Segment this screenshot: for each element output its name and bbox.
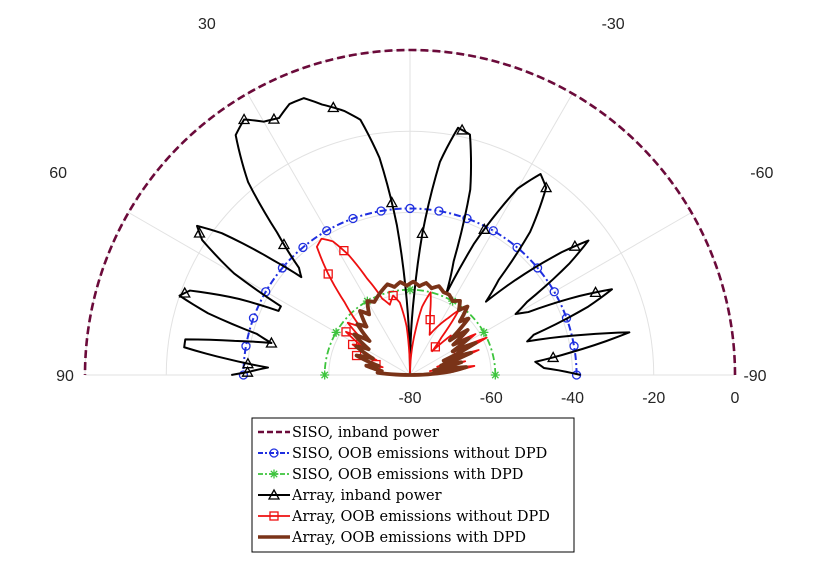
series-marker	[455, 123, 469, 135]
series-marker	[269, 511, 279, 521]
series-marker	[322, 226, 332, 236]
series-marker	[193, 226, 206, 238]
series-marker	[323, 269, 333, 279]
tick-labels: 9060300-30-60-90-80-60-40-200	[49, 16, 773, 407]
series-line	[178, 97, 631, 376]
series-marker	[241, 365, 254, 377]
angle-tick-label: -90	[743, 368, 766, 385]
series-marker	[561, 313, 572, 323]
series-marker	[238, 370, 249, 380]
legend-entry: Array, OOB emissions without DPD	[258, 509, 550, 525]
series-marker	[267, 112, 281, 124]
series-marker	[479, 327, 489, 337]
series-marker	[237, 113, 251, 125]
legend-entry: SISO, inband power	[258, 425, 439, 441]
angle-tick-label: -60	[750, 165, 773, 182]
series-marker	[589, 286, 602, 298]
legend: SISO, inband power SISO, OOB emissions wi…	[251, 417, 575, 553]
series-marker	[488, 226, 498, 236]
series-marker	[341, 327, 351, 337]
series-marker	[277, 238, 291, 250]
series-marker	[269, 469, 279, 479]
series-marker	[478, 222, 491, 234]
legend-box	[251, 417, 575, 553]
series-6	[352, 279, 478, 377]
legend-entry: SISO, OOB emissions without DPD	[258, 446, 547, 462]
series-line	[323, 288, 497, 376]
series-marker	[265, 336, 278, 348]
series-marker	[331, 327, 341, 337]
series-marker	[267, 488, 281, 500]
series-line	[242, 207, 578, 376]
series-marker	[178, 286, 191, 298]
series-marker	[248, 313, 259, 323]
series-marker	[434, 206, 444, 216]
series-2	[238, 203, 582, 380]
series-layer	[83, 48, 737, 380]
series-marker	[269, 448, 279, 458]
series-marker	[416, 227, 429, 239]
series-marker	[490, 370, 500, 380]
series-marker	[298, 242, 308, 253]
series-marker	[347, 339, 358, 350]
series-marker	[339, 246, 349, 256]
legend-entry: SISO, OOB emissions with DPD	[258, 467, 523, 483]
series-1	[83, 48, 737, 376]
legend-label: SISO, OOB emissions with DPD	[292, 467, 523, 483]
series-marker	[376, 206, 386, 216]
series-marker	[388, 290, 398, 301]
series-line	[83, 48, 737, 376]
legend-label: Array, inband power	[291, 488, 442, 504]
legend-entry: Array, inband power	[258, 488, 442, 504]
series-marker	[462, 213, 472, 224]
series-marker	[385, 196, 398, 208]
series-marker	[320, 370, 330, 380]
legend-label: Array, OOB emissions with DPD	[291, 530, 526, 546]
series-marker	[425, 314, 435, 325]
radial-tick-label: 0	[731, 390, 740, 407]
series-marker	[540, 181, 553, 193]
series-4	[178, 97, 631, 377]
series-line	[352, 279, 478, 377]
angle-tick-label: 90	[56, 368, 74, 385]
radial-tick-label: -60	[480, 390, 503, 407]
radial-tick-label: -80	[398, 390, 421, 407]
series-marker	[547, 351, 560, 363]
series-marker	[405, 285, 415, 295]
radial-tick-label: -40	[561, 390, 584, 407]
series-marker	[348, 213, 358, 224]
angle-tick-label: 30	[198, 16, 216, 33]
angle-tick-label: 60	[49, 165, 67, 182]
legend-label: SISO, OOB emissions without DPD	[292, 446, 547, 462]
legend-entry: Array, OOB emissions with DPD	[258, 530, 526, 546]
radial-tick-label: -20	[642, 390, 665, 407]
series-marker	[568, 239, 581, 251]
series-marker	[405, 203, 415, 214]
series-marker	[569, 341, 579, 351]
series-marker	[430, 342, 441, 352]
series-marker	[549, 287, 559, 297]
angle-tick-label: -30	[602, 16, 625, 33]
legend-label: Array, OOB emissions without DPD	[291, 509, 550, 525]
legend-label: SISO, inband power	[292, 425, 439, 441]
series-marker	[327, 101, 340, 113]
